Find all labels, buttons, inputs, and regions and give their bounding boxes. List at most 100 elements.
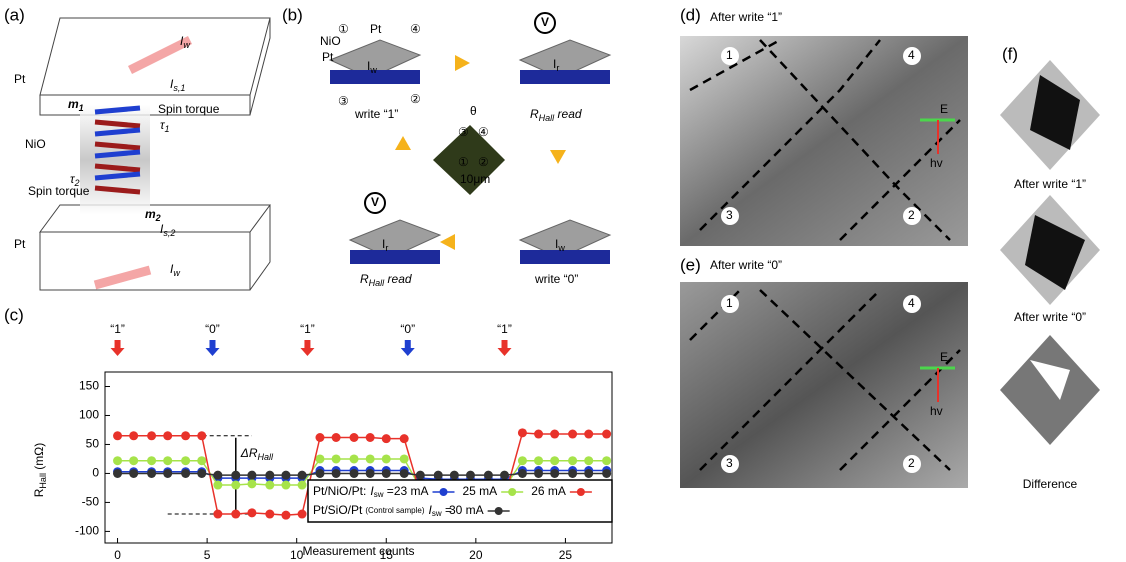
figure: (a)(b)(c)(d)(e)(f)PtPtNiOSpin torqueSpin… [0,0,1126,562]
point [113,431,122,440]
annotation-arrow [498,340,512,356]
point [382,434,391,443]
y-tick-label: -100 [75,524,99,538]
image-caption: After write “0” [1014,310,1086,324]
terminal: ② [478,155,489,169]
point [113,469,122,478]
label-read-after: read [384,272,412,286]
terminal: ③ [338,94,349,108]
label-ir-sub: r [556,63,559,73]
point [568,430,577,439]
panel-label: (c) [4,305,24,324]
label-iw: Iw [170,262,180,278]
label-read-sub: Hall [539,113,556,123]
legend-label: 25 mA [463,484,498,498]
point [213,471,222,480]
point [231,471,240,480]
point [466,471,475,480]
label-read-main: R [530,107,539,121]
corner-label: 2 [908,208,915,222]
label-nio: NiO [25,137,46,151]
point [298,510,307,519]
point [350,454,359,463]
x-tick-label: 0 [114,548,121,562]
point [332,469,341,478]
image-title: After write “1” [710,10,782,24]
point [350,469,359,478]
point [213,510,222,519]
point [602,469,611,478]
legend-prefix: Pt/NiO/Pt: [313,484,366,498]
point [129,469,138,478]
annotation-label: “1” [110,322,125,336]
point [584,456,593,465]
label-read-sub: Hall [369,278,386,288]
corner-label: 4 [908,48,915,62]
series-line [118,471,607,480]
point [113,456,122,465]
point [298,471,307,480]
point [181,431,190,440]
point [550,456,559,465]
point [518,428,527,437]
y-axis-label: RHall (mΩ) [32,443,48,497]
y-tick-label: 0 [92,466,99,480]
panel-label: (e) [680,255,701,274]
label-v: V [541,15,549,29]
panel-label: (f) [1002,44,1018,63]
label-v: V [371,195,379,209]
annotation-label: “1” [300,322,315,336]
y-axis-label-after: (mΩ) [32,443,46,473]
label-m-sub: 1 [79,103,84,113]
point [518,469,527,478]
point [213,481,222,490]
point [247,471,256,480]
label-is-sub: s,1 [173,83,185,93]
point [129,456,138,465]
point [584,430,593,439]
legend-marker [495,507,503,515]
terminal: ② [410,92,421,106]
label-spin-torque: Spin torque [28,184,90,198]
point [197,456,206,465]
point [181,469,190,478]
point [147,469,156,478]
label-tau-sub: 2 [74,178,80,188]
label-pt: Pt [370,22,382,36]
legend-label: 23 mA [394,484,429,498]
point [500,471,509,480]
annotation-arrow [111,340,125,356]
label-m-sub: 2 [155,213,161,223]
point [534,430,543,439]
point [147,431,156,440]
y-tick-label: 150 [79,379,99,393]
corner-label: 4 [908,296,915,310]
point [550,430,559,439]
point [534,469,543,478]
point [281,481,290,490]
x-tick-label: 25 [559,548,573,562]
point [163,431,172,440]
point [332,454,341,463]
diagram-a [40,18,270,290]
legend-marker [440,488,448,496]
terminal: ③ [458,125,469,139]
point [434,471,443,480]
point [265,471,274,480]
point [298,481,307,490]
point [602,456,611,465]
point [400,469,409,478]
point [450,471,459,480]
label-iw-sub: w [183,40,190,50]
label-spin-torque: Spin torque [158,102,220,116]
point [366,454,375,463]
point [366,469,375,478]
panel-label: (a) [4,5,25,24]
y-tick-label: 100 [79,408,99,422]
point [350,433,359,442]
point [602,430,611,439]
label-m: m1 [68,97,84,113]
legend-label: 26 mA [531,484,566,498]
point [534,456,543,465]
point [315,469,324,478]
